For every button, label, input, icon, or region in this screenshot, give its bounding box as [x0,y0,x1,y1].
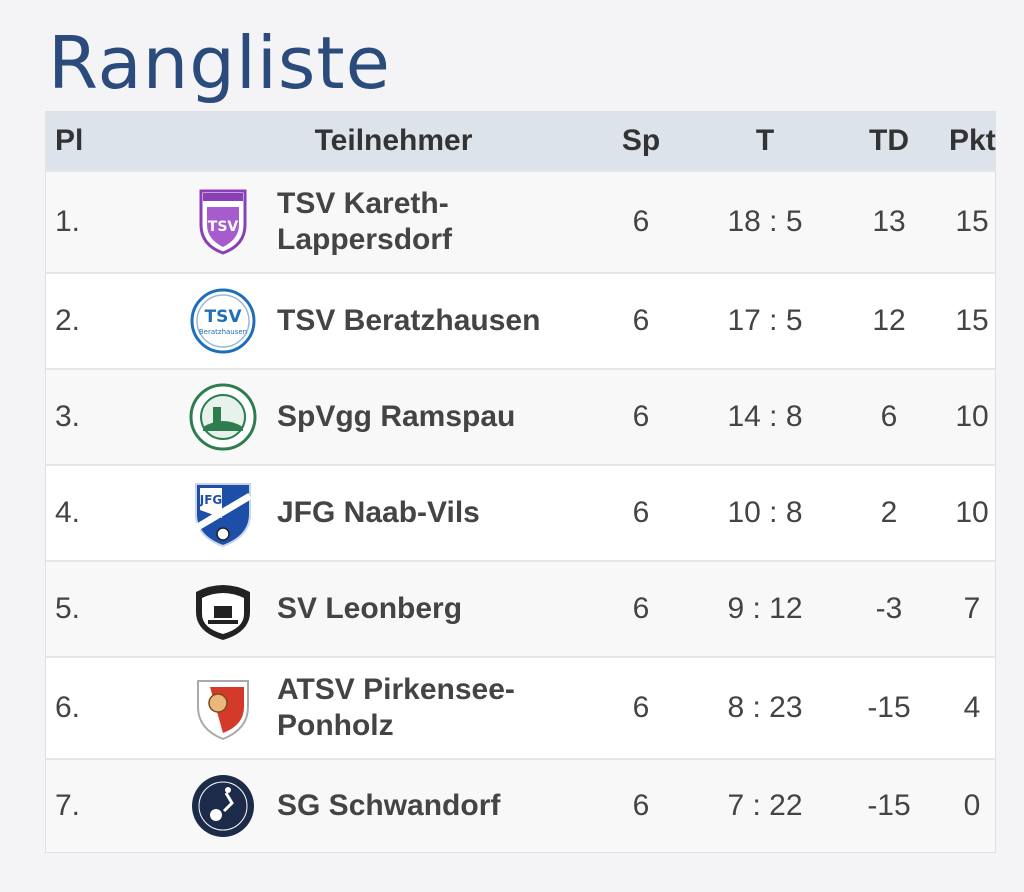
tsv-kareth-logo-icon: TSV [188,187,258,257]
team-name-line1[interactable]: TSV Beratzhausen [277,304,541,337]
rank: 5. [55,592,81,625]
team-name-line1[interactable]: TSV Kareth- [277,187,449,220]
svg-text:Beratzhausen: Beratzhausen [199,328,247,336]
goals: 14 : 8 [727,400,803,433]
page-title: Rangliste [48,21,391,105]
header-pl[interactable]: Pl [55,124,84,157]
table-row[interactable]: 1. TSV TSV Kareth- Lappersdorf 6 18 : 5 … [46,170,995,272]
goal-difference: -3 [875,592,903,625]
svg-text:TSV: TSV [208,219,239,235]
goals: 7 : 22 [727,789,803,822]
header-t[interactable]: T [755,124,775,157]
header-pkt[interactable]: Pkt [949,124,996,157]
points: 0 [963,789,981,822]
team-name-line1[interactable]: SV Leonberg [277,592,463,625]
team-name-line2[interactable]: Ponholz [277,709,394,742]
team-cell[interactable]: SV Leonberg [166,574,581,644]
goal-difference: 6 [880,400,898,433]
sv-leonberg-logo-icon [188,574,258,644]
points: 10 [955,400,989,433]
table-row[interactable]: 3. SpVgg Ramspau 6 14 : 8 6 10 [46,368,995,464]
goals: 18 : 5 [727,205,803,238]
goals: 9 : 12 [727,592,803,625]
team-name-line1[interactable]: SG Schwandorf [277,789,501,822]
goal-difference: 2 [880,496,898,529]
svg-text:TSV: TSV [205,307,243,327]
goal-difference: -15 [867,789,911,822]
jfg-naab-vils-logo-icon: JFG [188,478,258,548]
games-played: 6 [632,205,650,238]
rank: 7. [55,789,81,822]
team-name-line1[interactable]: JFG Naab-Vils [277,496,480,529]
spvgg-ramspau-logo-icon [188,382,258,452]
tsv-beratzhausen-logo-icon: TSV Beratzhausen [188,286,258,356]
table-row[interactable]: 7. SG Schwandorf 6 7 : 22 -15 0 [46,758,995,852]
table-header: Pl Teilnehmer Sp T TD Pkt [46,112,996,170]
header-td[interactable]: TD [869,124,909,157]
points: 15 [955,205,989,238]
rank: 1. [55,205,81,238]
goals: 17 : 5 [727,304,803,337]
team-cell[interactable]: TSV TSV Kareth- Lappersdorf [166,186,581,258]
games-played: 6 [632,496,650,529]
goals: 8 : 23 [727,691,803,724]
rank: 2. [55,304,81,337]
team-name-line2[interactable]: Lappersdorf [277,223,453,256]
rank: 3. [55,400,81,433]
header-team[interactable]: Teilnehmer [314,124,473,157]
team-cell[interactable]: SpVgg Ramspau [166,382,581,452]
points: 15 [955,304,989,337]
games-played: 6 [632,691,650,724]
points: 7 [963,592,981,625]
team-cell[interactable]: JFG JFG Naab-Vils [166,478,581,548]
team-cell[interactable]: SG Schwandorf [166,771,581,841]
svg-text:JFG: JFG [199,493,223,507]
goals: 10 : 8 [727,496,803,529]
games-played: 6 [632,400,650,433]
points: 10 [955,496,989,529]
games-played: 6 [632,304,650,337]
goal-difference: -15 [867,691,911,724]
team-cell[interactable]: ATSV Pirkensee- Ponholz [166,672,581,744]
table-row[interactable]: 4. JFG JFG Naab-Vils 6 10 : 8 2 10 [46,464,995,560]
ranking-table: Pl Teilnehmer Sp T TD Pkt 1. TSV TSV Kar… [45,111,996,853]
header-sp[interactable]: Sp [621,124,661,157]
games-played: 6 [632,592,650,625]
games-played: 6 [632,789,650,822]
goal-difference: 12 [872,304,906,337]
sg-schwandorf-logo-icon [188,771,258,841]
table-row[interactable]: 2. TSV Beratzhausen TSV Beratzhausen 6 1… [46,272,995,368]
rank: 4. [55,496,81,529]
points: 4 [963,691,981,724]
table-row[interactable]: 5. SV Leonberg 6 9 : 12 -3 7 [46,560,995,656]
team-name-line1[interactable]: SpVgg Ramspau [277,400,516,433]
goal-difference: 13 [872,205,906,238]
team-cell[interactable]: TSV Beratzhausen TSV Beratzhausen [166,286,581,356]
atsv-pirkensee-logo-icon [188,673,258,743]
rank: 6. [55,691,81,724]
team-name-line1[interactable]: ATSV Pirkensee- [277,673,515,706]
table-row[interactable]: 6. ATSV Pirkensee- Ponholz 6 8 : 23 -15 … [46,656,995,758]
